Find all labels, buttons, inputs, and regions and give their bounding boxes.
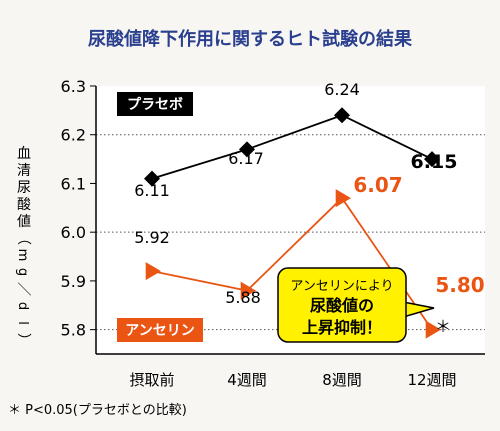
placebo-data-label: 6.11 (134, 181, 170, 200)
y-axis-label-char: m (15, 249, 30, 262)
y-axis-label-char: ） (15, 333, 31, 347)
y-tick-label: 6.2 (61, 126, 86, 145)
footnote: ＊ P<0.05(プラセボとの比較) (8, 403, 187, 418)
legend-anserine-box (117, 318, 203, 342)
series-layer: 6.11 6.17 6.24 6.15 5.92 5.88 6.07 5.80 (134, 80, 485, 339)
callout-line-3: 上昇抑制！ (302, 318, 382, 337)
y-axis-label-char: d (15, 302, 30, 310)
series-line-placebo (151, 114, 433, 180)
y-axis-label-char: 血 (17, 146, 31, 162)
legend-anserine-label: アンセリン (125, 323, 194, 339)
x-tick-label: 4週間 (227, 371, 267, 389)
legend-anserine: アンセリン (117, 318, 203, 342)
anserine-point-0 (145, 262, 161, 281)
y-tick-label: 6.1 (61, 174, 86, 193)
x-tick-label: 12週間 (407, 371, 456, 389)
callout-joint (395, 300, 404, 316)
y-tick-label: 5.9 (61, 272, 86, 291)
y-axis-label-char: 尿 (17, 180, 31, 196)
anserine-data-label: 6.07 (353, 173, 402, 197)
placebo-point-0 (144, 170, 160, 187)
y-tick-label: 6.3 (61, 77, 86, 96)
x-axis-ticks: 摂取前 4週間 8週間 12週間 (129, 371, 456, 389)
placebo-point-1 (239, 141, 255, 158)
anserine-data-label: 5.88 (225, 288, 261, 307)
y-axis-label-char: g (15, 268, 30, 276)
anserine-data-label: 5.80 (435, 273, 484, 297)
callout-line-1: アンセリンにより (290, 279, 393, 294)
y-axis-label-char: l (15, 321, 30, 325)
anserine-data-label: 5.92 (134, 228, 170, 247)
legend-placebo: プラセボ (117, 92, 193, 116)
anserine-point-3 (425, 320, 441, 339)
placebo-data-label: 6.17 (228, 149, 264, 168)
y-axis-label-char: 値 (17, 214, 31, 230)
y-axis-label-char: 清 (17, 163, 31, 179)
y-axis-label-char: （ (15, 231, 31, 245)
chart-title: 尿酸値降下作用に関するヒト試験の結果 (88, 28, 413, 50)
y-axis-ticks: 6.3 6.2 6.1 6.0 5.9 5.8 (61, 77, 96, 340)
placebo-data-label: 6.15 (411, 151, 458, 173)
y-axis-label-char: ／ (15, 282, 31, 296)
series-line-anserine (151, 196, 433, 331)
callout-box (277, 267, 407, 343)
y-axis-label-char: 酸 (17, 197, 31, 213)
anserine-point-2 (335, 189, 351, 208)
anserine-point-1 (240, 281, 256, 300)
legend-placebo-label: プラセボ (127, 97, 183, 113)
callout: アンセリンにより 尿酸値の 上昇抑制！ (277, 267, 435, 343)
callout-line-2: 尿酸値の (310, 296, 374, 315)
x-tick-label: 摂取前 (129, 371, 174, 389)
y-tick-label: 6.0 (61, 223, 86, 242)
x-tick-label: 8週間 (322, 371, 362, 389)
y-tick-label: 5.8 (61, 321, 86, 340)
legend-placebo-box (117, 92, 193, 116)
significance-mark: ＊ (435, 317, 451, 336)
placebo-data-label: 6.24 (324, 80, 360, 99)
placebo-point-3 (424, 151, 440, 168)
placebo-point-2 (334, 107, 350, 124)
